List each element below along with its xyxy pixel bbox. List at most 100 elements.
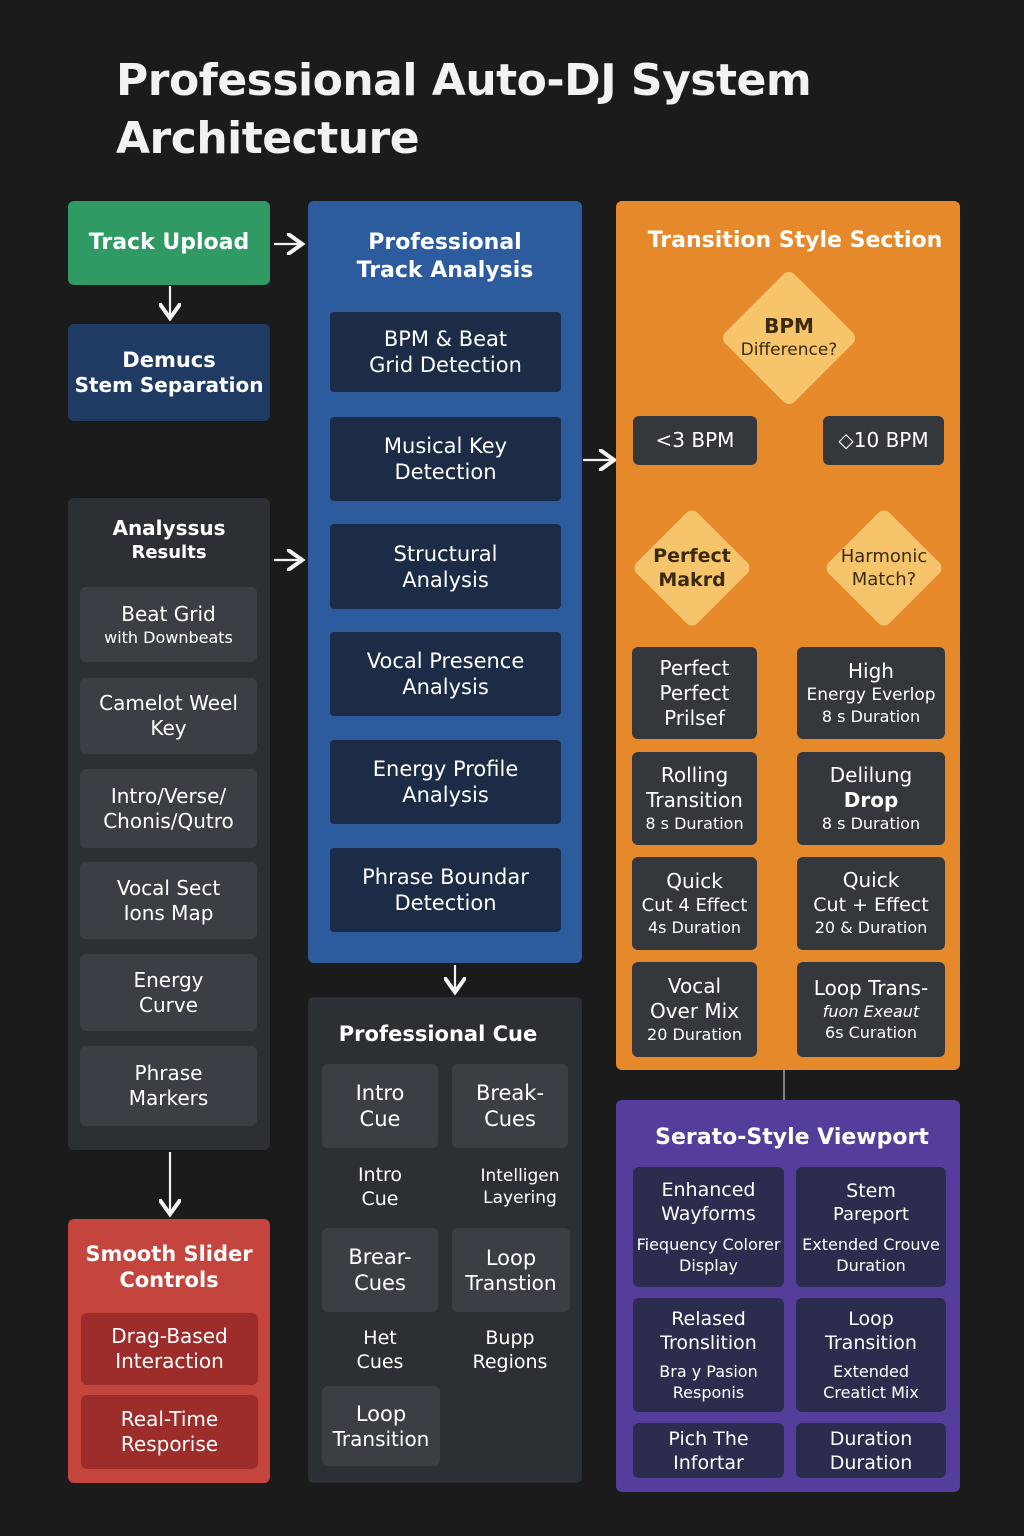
analysis-step[interactable]: BPM & Beat Grid Detection — [330, 312, 561, 392]
transition-card[interactable]: Loop Trans- fuon Exeaut 6s Curation — [797, 962, 945, 1057]
slider-title-line-2: Controls — [119, 1268, 219, 1292]
cue-item[interactable]: Loop Transtion — [452, 1228, 570, 1312]
page-title: Professional Auto-DJ System Architecture — [116, 52, 916, 168]
track-upload-box[interactable]: Track Upload — [68, 201, 270, 285]
analysis-step-line-1: Structural — [393, 541, 498, 566]
result-item-line-1: Vocal Sect — [116, 875, 221, 900]
cue-item-line-2: Cues — [354, 1271, 406, 1295]
analysis-step[interactable]: Structural Analysis — [330, 524, 561, 609]
transition-card-line-3: 8 s Duration — [645, 813, 744, 833]
transition-card-line-1: Loop Trans- — [813, 975, 929, 1000]
result-item-line-1: Energy — [133, 967, 204, 992]
analysis-result-item[interactable]: Beat Grid with Downbeats — [80, 587, 257, 662]
cue-item[interactable]: Intelligen Layering — [452, 1159, 588, 1215]
cue-item-line-2: Layering — [483, 1188, 557, 1208]
viewport-card-line-3: Extended — [833, 1362, 909, 1381]
slider-item-realtime[interactable]: Real-Time Resporise — [81, 1395, 258, 1469]
demucs-box[interactable]: Demucs Stem Separation — [68, 324, 270, 421]
less-3-bpm-pill[interactable]: <3 BPM — [633, 416, 757, 465]
track-upload-label: Track Upload — [88, 230, 250, 255]
cue-item-line-1: Break- — [475, 1081, 545, 1105]
analysis-result-item[interactable]: Camelot Weel Key — [80, 678, 257, 754]
title-line-2: Architecture — [116, 113, 420, 164]
cue-item[interactable]: Het Cues — [322, 1322, 438, 1378]
transition-card-line-3: Prilsef — [664, 705, 725, 730]
cue-item[interactable]: Brear- Cues — [322, 1228, 438, 1312]
viewport-title: Serato-Style Viewport — [616, 1118, 968, 1158]
analysis-step-line-1: Vocal Presence — [366, 649, 525, 673]
viewport-card[interactable]: Relased Tronslition Bra y Pasion Responi… — [633, 1298, 784, 1412]
transition-title: Transition Style Section — [616, 223, 974, 259]
transition-card-line-1: Perfect — [659, 655, 730, 680]
transition-card-line-2: fuon Exeaut — [822, 1001, 920, 1021]
analysis-results-title: Analyssus Results — [68, 512, 270, 568]
slider-item-drag[interactable]: Drag-Based Interaction — [81, 1313, 258, 1385]
cue-item[interactable]: Break- Cues — [452, 1064, 568, 1148]
viewport-card[interactable]: Duration Duration — [796, 1423, 946, 1478]
track-analysis-panel: Professional Track Analysis BPM & Beat G… — [308, 201, 582, 963]
cue-item[interactable]: Intro Cue — [322, 1159, 438, 1215]
result-item-line-2: with Downbeats — [104, 627, 233, 647]
viewport-card[interactable]: Enhanced Wayforms Fiequency Colorer Disp… — [633, 1167, 784, 1287]
viewport-card[interactable]: Loop Transition Extended Creatict Mix — [796, 1298, 946, 1412]
viewport-title-label: Serato-Style Viewport — [655, 1125, 929, 1150]
cue-item-line-2: Regions — [472, 1351, 548, 1373]
viewport-card[interactable]: Stem Pareport Extended Crouve Duration — [796, 1167, 946, 1287]
cue-item[interactable]: Loop Transition — [322, 1386, 440, 1466]
viewport-card[interactable]: Pich The Infortar — [633, 1423, 784, 1478]
analysis-step[interactable]: Energy Profile Analysis — [330, 740, 561, 824]
transition-card-line-2: Energy Everlop — [806, 684, 936, 705]
transition-card[interactable]: Delilung Drop 8 s Duration — [797, 752, 945, 845]
analysis-results-panel: Analyssus Results Beat Grid with Downbea… — [68, 498, 270, 1150]
analysis-step-line-1: BPM & Beat — [383, 327, 508, 351]
professional-cue-panel: Professional Cue Intro Cue Break- Cues I… — [308, 997, 582, 1483]
viewport-card-line-2: Pareport — [832, 1203, 910, 1225]
cue-item[interactable]: Intro Cue — [322, 1064, 438, 1148]
result-item-line-2: Ions Map — [123, 900, 214, 925]
cue-item[interactable]: Bupp Regions — [452, 1322, 568, 1378]
slider-title-line-1: Smooth Slider — [85, 1242, 253, 1266]
analysis-result-item[interactable]: Intro/Verse/ Chonis/Qutro — [80, 769, 257, 848]
cue-item-line-1: Intro — [357, 1164, 403, 1186]
viewport-card-line-4: Duration — [836, 1255, 906, 1275]
viewport-card-line-1: Stem — [846, 1179, 896, 1202]
transition-card[interactable]: Quick Cut + Effect 20 & Duration — [797, 857, 945, 950]
cue-item-line-2: Transition — [332, 1426, 430, 1451]
viewport-card-line-2: Duration — [829, 1451, 913, 1474]
analysis-result-item[interactable]: Vocal Sect Ions Map — [80, 862, 257, 939]
analysis-results-title-line-2: Results — [131, 542, 207, 563]
transition-card-line-3: 8 s Duration — [821, 706, 921, 726]
slider-controls-panel: Smooth Slider Controls Drag-Based Intera… — [68, 1219, 270, 1483]
analysis-result-item[interactable]: Energy Curve — [80, 954, 257, 1031]
transition-card[interactable]: Vocal Over Mix 20 Duration — [632, 962, 757, 1057]
cue-item-line-1: Intro — [355, 1081, 405, 1105]
bpm-difference-text: BPM Difference? — [719, 301, 859, 373]
title-line-1: Professional Auto-DJ System — [116, 55, 812, 106]
track-analysis-title-line-1: Professional — [368, 230, 522, 255]
transition-card-line-3: 8 s Duration — [821, 813, 921, 833]
viewport-card-line-4: Display — [679, 1256, 738, 1275]
transition-card-line-2: Cut 4 Effect — [641, 894, 748, 916]
analysis-step-line-1: Musical Key — [383, 434, 508, 458]
transition-card[interactable]: Quick Cut 4 Effect 4s Duration — [632, 857, 757, 950]
analysis-result-item[interactable]: Phrase Markers — [80, 1046, 257, 1126]
analysis-step[interactable]: Musical Key Detection — [330, 417, 561, 501]
result-item-line-1: Intro/Verse/ — [110, 783, 227, 808]
analysis-step[interactable]: Vocal Presence Analysis — [330, 632, 561, 716]
analysis-step[interactable]: Phrase Boundar Detection — [330, 848, 561, 932]
viewport-card-line-1: Relased — [671, 1308, 746, 1330]
cue-item-line-1: Intelligen — [480, 1166, 560, 1186]
transition-card[interactable]: High Energy Everlop 8 s Duration — [797, 647, 945, 739]
analysis-step-line-2: Analysis — [402, 783, 489, 807]
transition-card[interactable]: Perfect Perfect Prilsef — [632, 647, 757, 739]
transition-card[interactable]: Rolling Transition 8 s Duration — [632, 752, 757, 845]
viewport-card-line-2: Tronslition — [660, 1332, 757, 1354]
less-3-bpm-label: <3 BPM — [655, 428, 735, 452]
bpm-diamond-line-2: Difference? — [740, 339, 838, 360]
10-bpm-pill[interactable]: ◇10 BPM — [823, 416, 944, 465]
result-item-line-1: Phrase — [134, 1061, 203, 1085]
cue-item-line-2: Cue — [361, 1188, 399, 1210]
result-item-line-1: Camelot Weel — [99, 691, 238, 715]
transition-card-line-3: 4s Duration — [647, 917, 742, 937]
result-item-line-2: Markers — [128, 1086, 209, 1110]
